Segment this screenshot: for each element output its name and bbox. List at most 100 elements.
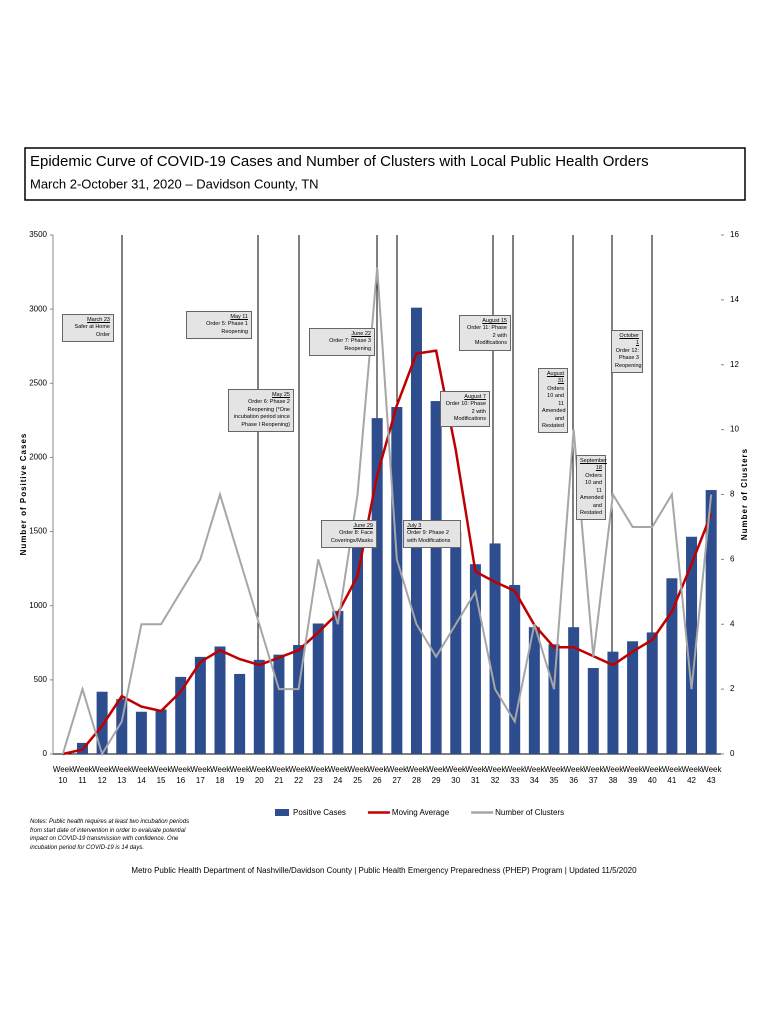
y-tick-label: 1500 (29, 527, 47, 536)
x-tick-label: Week 16 (170, 765, 192, 785)
bar (116, 699, 128, 754)
annotation: June 22 Order 7: Phase 3 Reopening (309, 328, 375, 357)
footer: Metro Public Health Department of Nashvi… (131, 866, 637, 875)
bar (293, 645, 305, 754)
y-tick-label: 3500 (29, 230, 47, 239)
x-tick-label: Week 34 (524, 765, 545, 785)
x-tick-label: Week 20 (249, 765, 270, 785)
legend-swatch (275, 809, 289, 816)
bar (607, 651, 619, 754)
x-tick-label: Week 41 (661, 765, 683, 785)
chart-subtitle: March 2-October 31, 2020 – Davidson Coun… (30, 176, 319, 191)
x-tick-label: Week 18 (210, 765, 231, 785)
y2-tick-label: 10 (730, 425, 739, 434)
legend-label: Positive Cases (293, 808, 346, 817)
annotation-text: Order 6: Phase 2 Reopening (*One incubat… (233, 399, 290, 428)
annotation-date: June 22 (351, 331, 371, 337)
annotation-text: Order 8: Face Coverings/Masks (330, 530, 373, 544)
bar (214, 646, 226, 754)
y-tick-label: 1000 (29, 601, 47, 610)
bar (155, 709, 167, 754)
x-tick-label: Week 38 (602, 765, 624, 785)
annotation: August 15 Order 11: Phase 2 with Modifica… (459, 315, 511, 351)
bar (666, 578, 678, 754)
y2-axis-label: Number of Clusters (740, 448, 749, 540)
annotation-date: August 31 (546, 371, 564, 385)
y-tick-label: 3000 (29, 304, 47, 313)
line (62, 349, 713, 756)
x-tick-label: Week 27 (386, 765, 408, 785)
x-tick-label: Week 24 (327, 765, 349, 785)
bar (430, 401, 442, 754)
annotation-date: September 18 (580, 458, 607, 472)
bar (705, 490, 717, 754)
bar (352, 533, 364, 754)
y2-tick-label: 8 (730, 490, 735, 499)
x-tick-label: Week 30 (445, 765, 467, 785)
y2-tick-label: 16 (730, 230, 739, 239)
bar (509, 584, 521, 754)
title-box (24, 147, 746, 201)
y2-tick-label: 14 (730, 295, 739, 304)
y2-tick-label: 2 (730, 684, 735, 693)
annotation: August 7 Order 10: Phase 2 with Modificat… (440, 391, 490, 427)
x-tick-label: Week 13 (111, 765, 133, 785)
annotation: October 1 Order 12: Phase 3 Reopening (611, 330, 643, 374)
annotation-date: July 3 (407, 523, 422, 529)
annotation-date: May 25 (271, 392, 290, 398)
annotation-text: Orders 10 and 11 Amended and Restated (542, 385, 566, 429)
x-tick-label: Week 40 (642, 765, 663, 785)
bar (469, 564, 481, 754)
annotation-text: Order 10: Phase 2 with Modifications (445, 401, 486, 423)
annotation: July 3 Order 9: Phase 2 with Modification… (403, 520, 461, 549)
annotation: June 29 Order 8: Face Coverings/Masks (321, 520, 377, 549)
annotation-date: August 15 (482, 318, 507, 324)
notes: Notes: Public health requires at least t… (30, 819, 190, 852)
bar (587, 667, 599, 754)
annotation: March 23 Safer at Home Order (62, 314, 114, 343)
bar (391, 407, 403, 754)
x-tick-label: Week 12 (92, 765, 113, 785)
annotation-date: October 1 (619, 333, 639, 347)
annotation-date: May 11 (230, 314, 248, 320)
bar (627, 641, 639, 754)
bar (548, 644, 560, 754)
bar (273, 654, 285, 754)
x-tick-label: Week 25 (347, 765, 368, 785)
annotation-date: March 23 (87, 317, 110, 323)
bar (528, 627, 540, 754)
bar (686, 536, 698, 754)
annotation-text: Orders 10 and 11 Amended and Restated (580, 472, 604, 516)
bar (175, 676, 187, 754)
bar (253, 659, 265, 754)
x-tick-label: Week 36 (563, 765, 584, 785)
legend-label: Number of Clusters (495, 808, 564, 817)
bar (312, 623, 324, 754)
y-tick-label: 500 (34, 675, 48, 684)
y-tick-label: 2500 (29, 378, 47, 387)
annotation-date: June 29 (353, 523, 373, 529)
bar (646, 632, 658, 754)
annotation: May 11 Order 5: Phase 1 Reopening (186, 311, 252, 340)
y2-tick-label: 6 (730, 554, 735, 563)
annotation-text: Order 5: Phase 1 Reopening (206, 321, 248, 335)
x-tick-label: Week 35 (544, 765, 565, 785)
y2-tick-label: 4 (730, 619, 735, 628)
bar (489, 543, 501, 754)
x-tick-label: Week 28 (406, 765, 427, 785)
y-axis-label: Number of Positive Cases (19, 433, 28, 556)
annotation-date: August 7 (464, 394, 486, 400)
x-tick-label: Week 43 (701, 765, 722, 785)
x-tick-label: Week 39 (622, 765, 643, 785)
legend-label: Moving Average (392, 808, 450, 817)
bar (194, 656, 206, 754)
bar (450, 531, 462, 754)
bar (234, 673, 246, 754)
bar (135, 711, 147, 754)
bar (568, 627, 580, 754)
annotation: August 31 Orders 10 and 11 Amended and Re… (538, 368, 568, 434)
y2-tick-label: 12 (730, 360, 739, 369)
chart-title: Epidemic Curve of COVID-19 Cases and Num… (30, 153, 649, 170)
x-tick-label: Week 23 (308, 765, 329, 785)
y2-tick-label: 0 (730, 749, 735, 758)
